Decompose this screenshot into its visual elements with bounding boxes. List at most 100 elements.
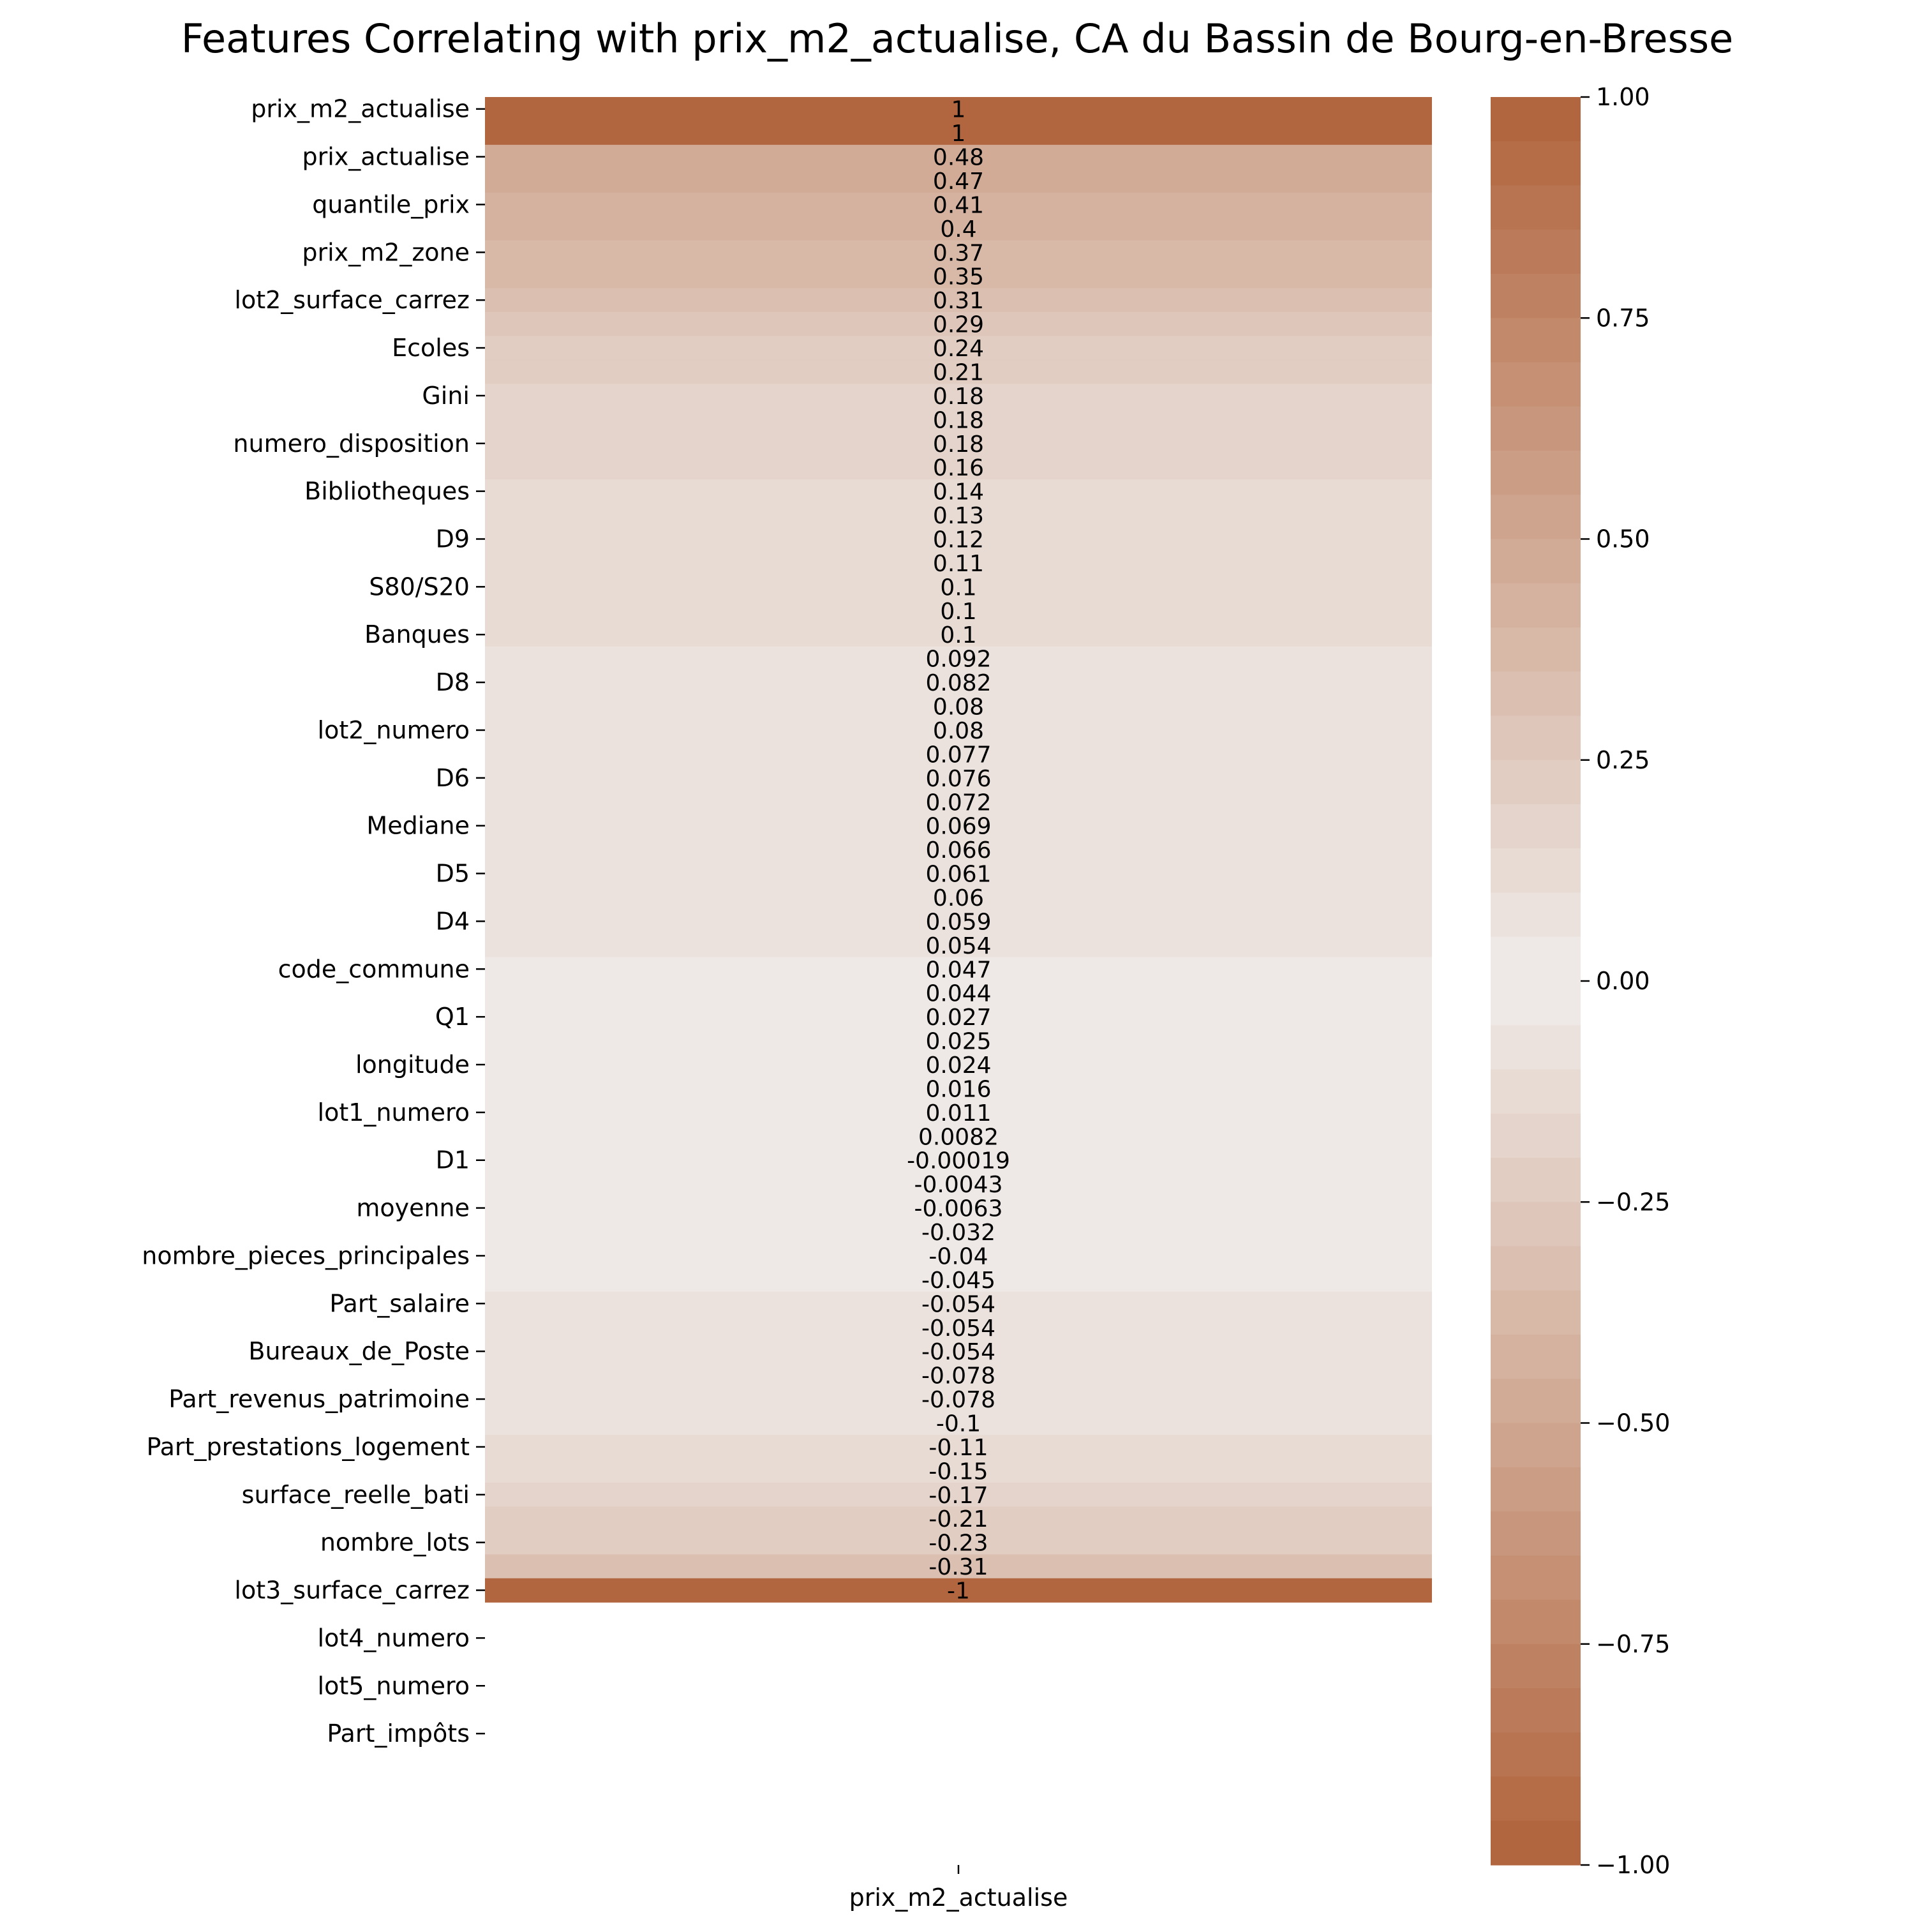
cell-value-label: 0.29 xyxy=(933,312,984,338)
colorbar-segment xyxy=(1491,185,1581,230)
colorbar-segment xyxy=(1491,1335,1581,1379)
cell-value-label: 0.016 xyxy=(925,1076,991,1102)
heatmap-cell xyxy=(485,742,1432,767)
y-tick-label: lot5_numero xyxy=(318,1672,470,1700)
heatmap-cell xyxy=(485,1530,1432,1555)
y-tick-label: Q1 xyxy=(435,1003,470,1031)
cell-value-label: 0.11 xyxy=(933,551,984,577)
cell-value-label: 0.35 xyxy=(933,264,984,290)
cell-value-label: 0.082 xyxy=(925,670,991,696)
cell-value-label: 0.21 xyxy=(933,359,984,386)
heatmap-cell xyxy=(485,599,1432,624)
heatmap-cell xyxy=(485,551,1432,576)
heatmap-cell xyxy=(485,311,1432,336)
cell-value-label: 0.025 xyxy=(925,1029,991,1055)
y-tick-label: S80/S20 xyxy=(369,573,470,601)
colorbar-segment xyxy=(1491,1688,1581,1733)
heatmap-cell xyxy=(485,192,1432,217)
cell-value-label: 0.1 xyxy=(940,574,976,601)
y-tick-label: D9 xyxy=(436,525,470,553)
cell-value-label: -0.032 xyxy=(921,1220,995,1246)
colorbar-segment xyxy=(1491,1246,1581,1291)
colorbar-segment xyxy=(1491,804,1581,849)
colorbar-segment xyxy=(1491,1113,1581,1158)
heatmap-cell xyxy=(485,1315,1432,1340)
y-tick-label: quantile_prix xyxy=(312,190,470,218)
heatmap-cell xyxy=(485,216,1432,241)
cell-value-label: 0.14 xyxy=(933,479,984,505)
colorbar-segment xyxy=(1491,141,1581,186)
cell-value-label: -0.17 xyxy=(928,1483,988,1509)
cell-value-label: 0.072 xyxy=(925,790,991,816)
y-tick-label: numero_disposition xyxy=(233,430,470,458)
cell-value-label: 0.18 xyxy=(933,431,984,458)
cell-value-label: 0.059 xyxy=(925,909,991,935)
y-tick-label: Mediane xyxy=(366,812,470,840)
cell-value-label: 1 xyxy=(951,121,966,147)
colorbar-axis: 1.00 0.75 0.50 0.25 0.00 −0.25 −0.50 −0.75 −1.00 xyxy=(1581,83,1670,1879)
cell-value-label: -0.04 xyxy=(928,1243,988,1269)
cell-value-label: 0.077 xyxy=(925,742,991,768)
heatmap-cell xyxy=(485,1076,1432,1101)
cell-value-label: 0.069 xyxy=(925,814,991,840)
cell-value-label: -0.23 xyxy=(928,1531,988,1557)
heatmap-cell xyxy=(485,813,1432,839)
heatmap-cell xyxy=(485,1172,1432,1197)
cell-value-label: 0.027 xyxy=(925,1005,991,1031)
heatmap-cell xyxy=(485,503,1432,528)
cell-value-label: 0.16 xyxy=(933,455,984,481)
heatmap-cell xyxy=(485,121,1432,146)
heatmap-cell xyxy=(485,646,1432,671)
y-tick-label: Bibliotheques xyxy=(304,477,470,505)
colorbar-tick-label: −0.75 xyxy=(1596,1630,1670,1658)
heatmap-cell xyxy=(485,1052,1432,1077)
y-tick-label: D1 xyxy=(436,1146,470,1174)
heatmap-cell xyxy=(485,240,1432,265)
heatmap-cell xyxy=(485,933,1432,958)
heatmap-cells xyxy=(485,97,1432,1603)
cell-value-label: 0.37 xyxy=(933,240,984,266)
heatmap-cell xyxy=(485,384,1432,408)
cell-value-label: 0.06 xyxy=(933,885,984,911)
colorbar-segment xyxy=(1491,583,1581,628)
colorbar-segment xyxy=(1491,715,1581,761)
y-tick-label: D6 xyxy=(436,764,470,792)
colorbar-segment xyxy=(1491,1599,1581,1645)
heatmap-cell xyxy=(485,359,1432,384)
y-tick-label: Part_revenus_patrimoine xyxy=(168,1385,470,1413)
y-tick-label: moyenne xyxy=(356,1194,470,1222)
cell-value-label: 0.011 xyxy=(925,1100,991,1127)
cell-value-label: -0.15 xyxy=(928,1458,988,1485)
colorbar-segment xyxy=(1491,1290,1581,1335)
colorbar-segment xyxy=(1491,539,1581,584)
colorbar-segment xyxy=(1491,1820,1581,1866)
colorbar-tick-label: 0.50 xyxy=(1596,525,1650,553)
colorbar-segment xyxy=(1491,1423,1581,1468)
y-tick-label: Ecoles xyxy=(392,334,470,362)
heatmap-cell xyxy=(485,527,1432,551)
cell-value-label: 0.18 xyxy=(933,384,984,410)
colorbar-segment xyxy=(1491,760,1581,805)
colorbar-tick-label: −0.25 xyxy=(1596,1188,1670,1216)
cell-value-label: -0.21 xyxy=(928,1506,988,1532)
cell-value-label: 0.41 xyxy=(933,192,984,218)
heatmap-cell xyxy=(485,670,1432,695)
y-tick-label: lot1_numero xyxy=(318,1098,470,1127)
heatmap-cell xyxy=(485,1554,1432,1579)
colorbar-segment xyxy=(1491,671,1581,717)
cell-value-label: 0.13 xyxy=(933,503,984,529)
colorbar-tick-label: 0.75 xyxy=(1596,304,1650,332)
heatmap-cell xyxy=(485,1243,1432,1268)
y-tick-label: prix_m2_zone xyxy=(302,238,470,266)
heatmap-cell xyxy=(485,1291,1432,1316)
y-tick-label: lot4_numero xyxy=(318,1624,470,1652)
cell-value-label: -0.11 xyxy=(928,1435,988,1461)
y-tick-label: Bureaux_de_Poste xyxy=(248,1337,470,1365)
heatmap-cell xyxy=(485,957,1432,982)
heatmap-cell xyxy=(485,790,1432,814)
colorbar-segment xyxy=(1491,362,1581,407)
heatmap-cell xyxy=(485,694,1432,719)
cell-value-label: 0.08 xyxy=(933,718,984,744)
y-tick-label: lot2_surface_carrez xyxy=(234,286,470,314)
heatmap-cell xyxy=(485,1578,1432,1603)
